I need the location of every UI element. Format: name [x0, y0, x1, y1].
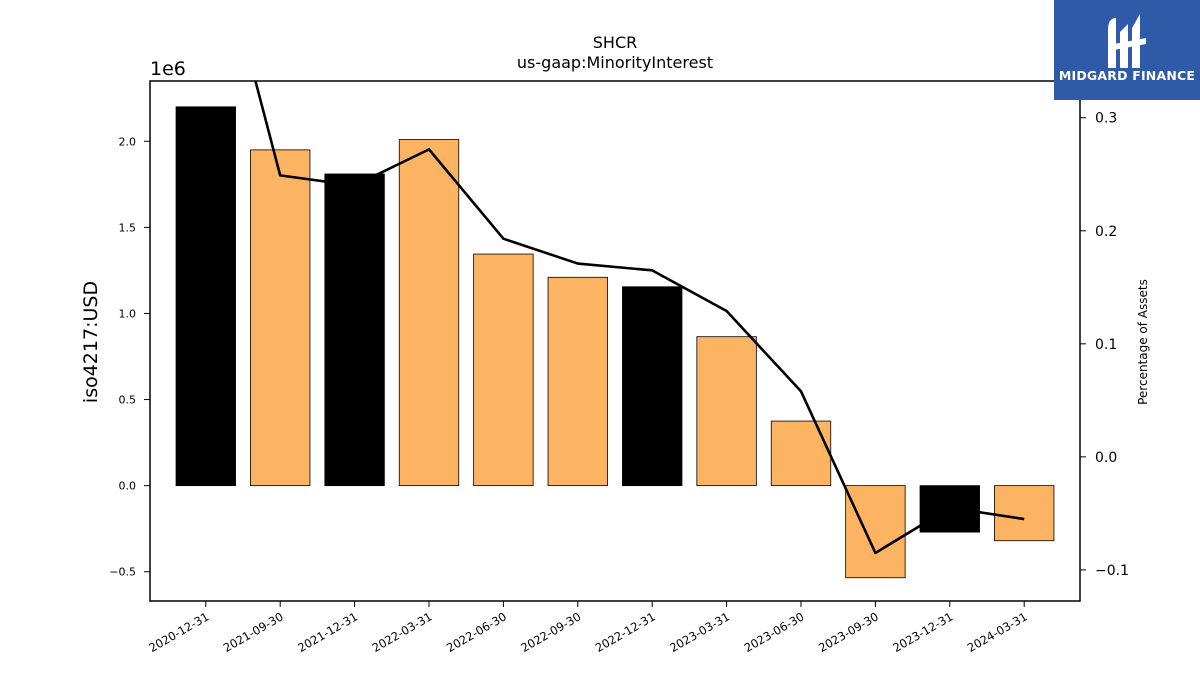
x-tick-label: 2022-09-30 — [518, 609, 583, 655]
x-tick-label: 2022-12-31 — [593, 609, 658, 655]
y2-tick-label: 0.0 — [1095, 450, 1117, 466]
bar-2020-12-31 — [175, 106, 236, 487]
line-layer — [254, 81, 1025, 555]
y-tick-label: 1.5 — [119, 221, 137, 234]
x-tick-label: 2023-06-30 — [742, 609, 807, 655]
x-tick-label: 2022-03-31 — [370, 609, 435, 655]
plot-frame — [149, 80, 1081, 602]
bar-2022-12-31 — [622, 286, 683, 487]
x-tick-label: 2021-09-30 — [221, 609, 286, 655]
bar-2023-03-31 — [696, 336, 757, 487]
x-tick-label: 2024-03-31 — [965, 609, 1030, 655]
logo-text: MIDGARD FINANCE — [1058, 68, 1196, 83]
percentage-of-assets-line — [254, 81, 1025, 555]
y-axis-label: iso4217:USD — [80, 281, 102, 403]
bar-2021-12-31 — [324, 173, 385, 487]
x-tick-label: 2021-12-31 — [295, 609, 360, 655]
bars-layer — [175, 106, 1055, 579]
bar-2024-03-31 — [994, 485, 1055, 542]
y2-tick-label: −0.1 — [1095, 563, 1129, 579]
bar-2022-09-30 — [547, 276, 608, 487]
y-offset-label: 1e6 — [150, 58, 186, 80]
x-tick-label: 2022-06-30 — [444, 609, 509, 655]
y2-tick-label: 0.2 — [1095, 224, 1117, 240]
bar-2022-03-31 — [398, 139, 460, 487]
y2-tick-label: 0.3 — [1095, 111, 1117, 127]
bar-2023-06-30 — [770, 420, 832, 487]
y2-tick-label: 0.1 — [1095, 337, 1117, 353]
y-tick-label: 2.0 — [119, 135, 137, 148]
y-tick-label: −0.5 — [109, 566, 136, 579]
bar-2021-09-30 — [250, 149, 311, 487]
y2-axis-label: Percentage of Assets — [1136, 279, 1150, 405]
y-tick-label: 0.5 — [119, 394, 137, 407]
bar-2022-06-30 — [473, 253, 534, 487]
x-tick-label: 2023-03-31 — [667, 609, 732, 655]
x-tick-label: 2020-12-31 — [146, 609, 211, 655]
chart-subtitle: us-gaap:MinorityInterest — [517, 53, 713, 72]
x-tick-label: 2023-12-31 — [890, 609, 955, 655]
bar-2023-09-30 — [845, 485, 906, 579]
chart-title: SHCR — [593, 33, 637, 52]
logo-mark-icon — [1108, 14, 1146, 68]
y-tick-label: 1.0 — [119, 307, 137, 320]
midgard-finance-logo: MIDGARD FINANCE — [1054, 0, 1200, 100]
x-tick-label: 2023-09-30 — [816, 609, 881, 655]
y-tick-label: 0.0 — [119, 480, 137, 493]
